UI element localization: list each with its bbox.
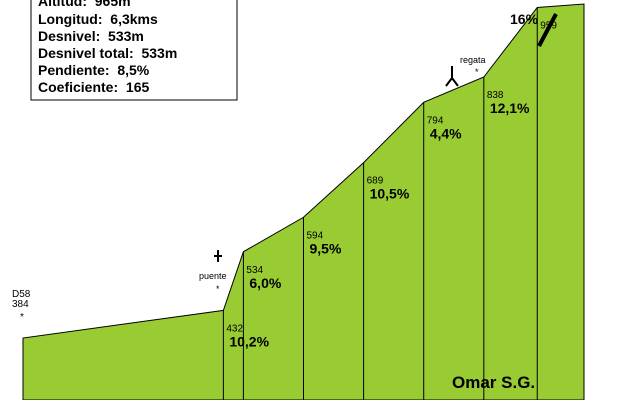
info-pendiente: Pendiente: 8,5% (38, 62, 150, 78)
max-grade-label: 16% (510, 11, 539, 27)
altitude-label: 594 (307, 230, 324, 241)
poi-regata-label: regata (460, 55, 486, 65)
profile-labels: 43253459468979483895910,2%6,0%9,5%10,5%4… (226, 20, 557, 349)
altitude-label: 838 (487, 90, 504, 101)
max-grade-marker (537, 13, 558, 47)
info-longitud: Longitud: 6,3kms (38, 11, 158, 27)
segment-grade-label: 4,4% (430, 125, 462, 141)
start-altitude-label: 384 (12, 299, 29, 310)
altitude-label: 432 (226, 323, 243, 334)
poi-puente-label: puente (199, 271, 227, 281)
info-desnivel: Desnivel: 533m (38, 28, 144, 44)
poi-puente-marker: * (216, 284, 220, 294)
segment-grade-label: 12,1% (490, 100, 530, 116)
info-altitud: Altitud: 965m (38, 0, 131, 9)
info-desnivel-total: Desnivel total: 533m (38, 45, 177, 61)
info-box-frame (30, 0, 238, 101)
altitude-label: 534 (246, 265, 263, 276)
segment-grade-label: 10,2% (229, 333, 269, 349)
segment-dividers (222, 4, 585, 400)
info-box: Altitud: 965m Longitud: 6,3kms Desnivel:… (30, 0, 238, 101)
info-coeficiente: Coeficiente: 165 (38, 79, 149, 95)
segment-grade-label: 9,5% (310, 240, 342, 256)
altitude-label: 689 (367, 176, 384, 187)
poi-regata-marker: * (475, 67, 479, 77)
altitude-label: 794 (427, 115, 444, 126)
segment-grade-label: 10,5% (370, 186, 410, 202)
segment-grade-label: 6,0% (249, 275, 281, 291)
bridge-icon (214, 250, 222, 262)
stream-junction-icon (445, 66, 459, 87)
author-signature: Omar S.G. (452, 373, 535, 392)
start-marker: * (20, 312, 24, 323)
start-road-label: D58 (12, 289, 31, 300)
